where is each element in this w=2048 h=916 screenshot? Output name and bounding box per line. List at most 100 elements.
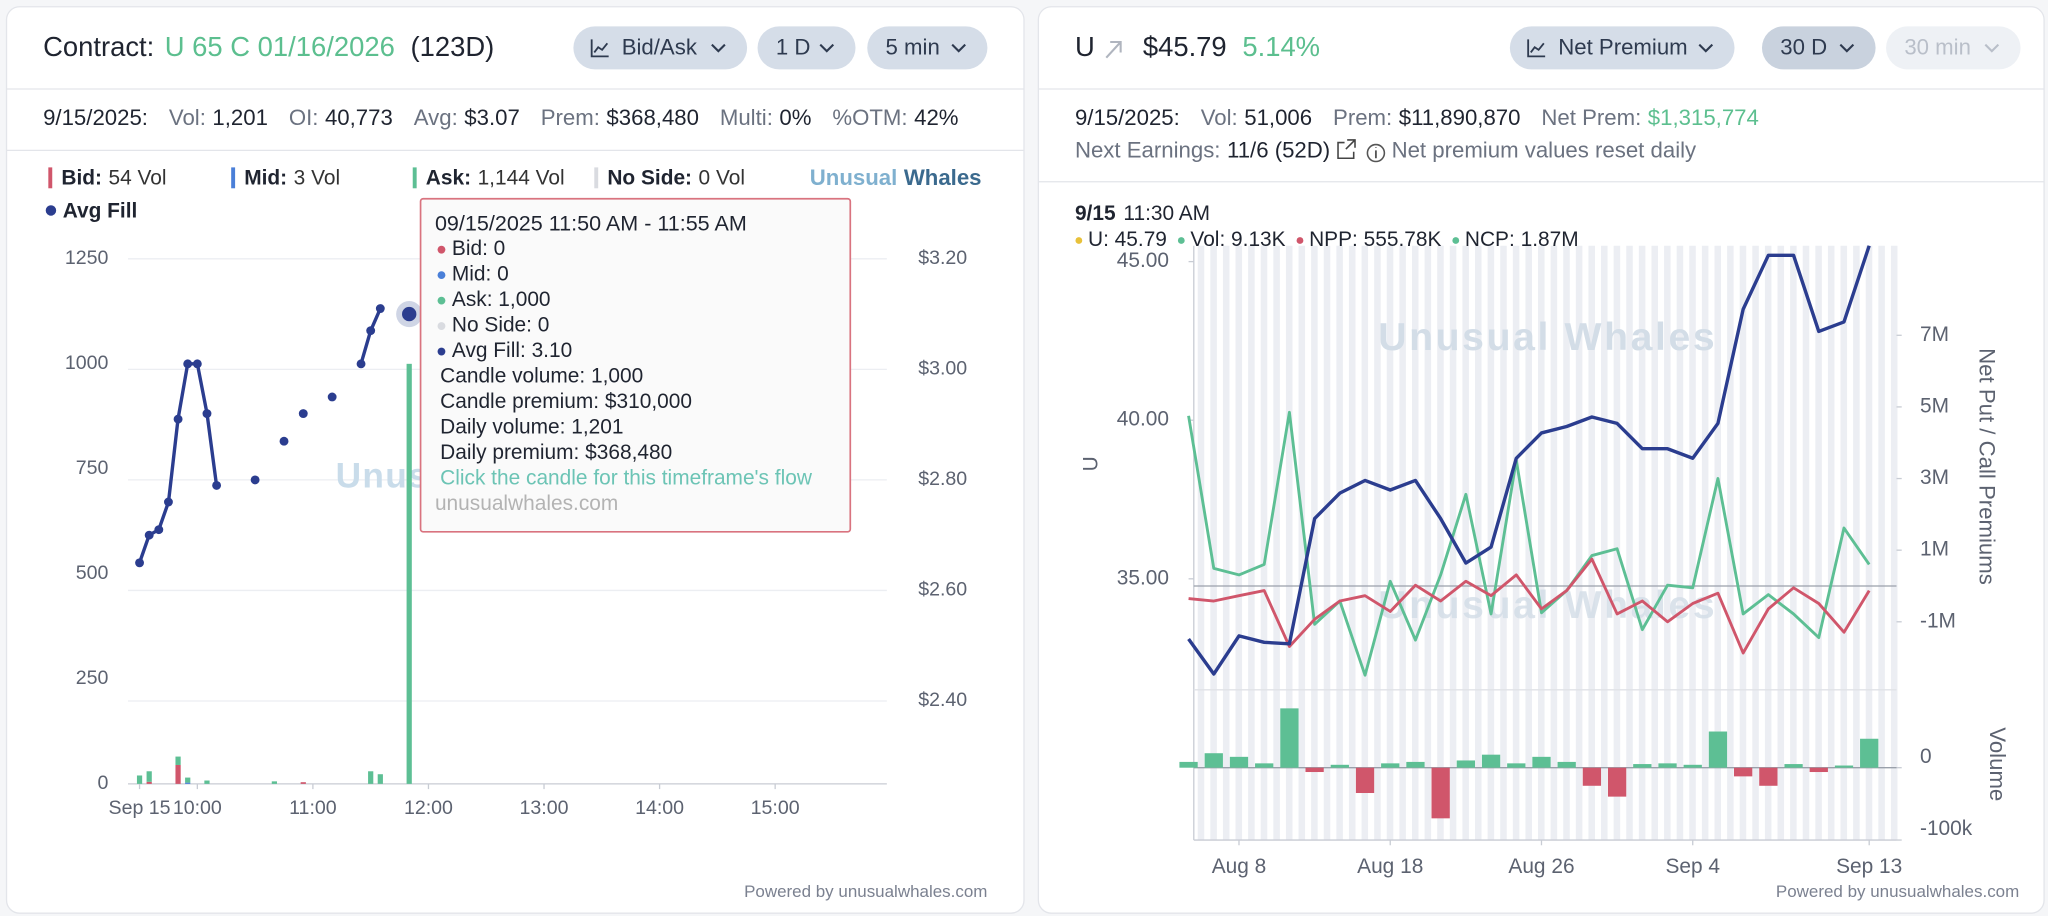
session-stripe: [1550, 245, 1558, 841]
tooltip-dot: [437, 271, 446, 280]
hover-dot: [1296, 237, 1304, 244]
volume-bar: [175, 764, 181, 784]
stat-value: 1,201: [212, 105, 268, 130]
volume-bar: [1381, 763, 1400, 768]
stat-value: $368,480: [606, 105, 699, 130]
y-tick-label: 40.00: [1117, 408, 1169, 431]
contract-dte: (123D): [411, 31, 495, 62]
session-stripe: [1311, 245, 1318, 841]
brand: Unusual: [810, 165, 898, 190]
volume-bar: [1431, 767, 1450, 819]
avg-fill-point: [366, 326, 376, 336]
session-stripe: [1575, 245, 1583, 841]
x-tick-label: Aug 26: [1508, 855, 1574, 878]
session-stripe: [1878, 245, 1885, 841]
tooltip-line: Daily volume: 1,201: [440, 415, 623, 438]
volume-bar: [1204, 753, 1223, 768]
y-tick-label: 0: [98, 772, 109, 794]
price-line: [1187, 245, 1871, 676]
tooltip-link: Click the candle for this timeframe's fl…: [440, 466, 813, 489]
info-icon: [1366, 143, 1386, 163]
avg-fill-point: [298, 409, 308, 419]
contract-symbol: U 65 C 01/16/2026: [165, 31, 395, 62]
session-stripe: [1386, 245, 1394, 841]
volume-bar: [1734, 767, 1753, 777]
y2-tick-label: 1M: [1920, 538, 1949, 561]
dropdown-button[interactable]: [1761, 26, 1876, 70]
dropdown-button[interactable]: [867, 26, 988, 70]
legend-name: Bid:: [61, 167, 102, 190]
avg-fill-point: [327, 392, 337, 402]
y-tick-label: 35.00: [1117, 566, 1169, 589]
footer: Powered by unusualwhales.com: [1776, 882, 2019, 901]
contract-label: Contract:: [43, 31, 154, 62]
session-stripe: [1651, 245, 1658, 841]
session-stripe: [1815, 245, 1822, 841]
x-tick-label: 12:00: [404, 797, 453, 819]
session-stripe: [1638, 245, 1646, 841]
price: $45.79: [1143, 31, 1227, 62]
avg-fill-point: [164, 497, 173, 507]
session-stripe: [1399, 245, 1406, 841]
dropdown-button[interactable]: [573, 26, 748, 70]
session-stripe: [1348, 245, 1356, 841]
y2-tick-label: $2.80: [918, 468, 967, 490]
legend-swatch: [412, 167, 417, 189]
session-stripe: [1626, 245, 1633, 841]
legend-name: Avg Fill: [63, 199, 138, 222]
hover-item: U: 45.79: [1088, 228, 1167, 251]
dropdown-button[interactable]: [1509, 26, 1735, 70]
session-stripe: [1285, 245, 1293, 841]
chevron: [711, 43, 726, 53]
session-stripe: [1777, 245, 1785, 841]
ticker: U: [1075, 31, 1095, 62]
hover-dot: [1452, 237, 1460, 244]
hover-point: [402, 306, 417, 322]
avg-fill-point: [202, 409, 212, 419]
dropdown-button[interactable]: [1886, 26, 2021, 70]
legend-value: 3 Vol: [294, 167, 340, 190]
legend-swatch: [48, 167, 53, 189]
y2-tick-label: -1M: [1920, 609, 1956, 632]
x-tick-label: 10:00: [173, 797, 222, 819]
volume-bar: [1229, 756, 1249, 768]
trend-icon: [1105, 40, 1122, 59]
volume-bar: [1330, 764, 1349, 768]
y-tick-label: 45.00: [1117, 249, 1169, 272]
session-stripe: [1462, 245, 1469, 841]
legend-swatch: [45, 205, 57, 216]
volume-bar: [1507, 763, 1526, 768]
tooltip-line: Avg Fill: 3.10: [452, 339, 572, 362]
chart-icon: [1527, 39, 1546, 58]
y2-tick-label: $2.40: [918, 689, 967, 711]
dropdown-button[interactable]: [757, 26, 856, 70]
y2-tick-label: $2.60: [918, 579, 967, 601]
stat-label: OI:: [289, 105, 319, 130]
tooltip: [419, 197, 852, 533]
tooltip-line: Candle volume: 1,000: [440, 365, 643, 388]
avg-fill-point: [135, 558, 144, 568]
session-stripe: [1865, 245, 1873, 841]
volume-bar: [1305, 767, 1324, 773]
session-stripe: [1714, 245, 1722, 841]
avg-fill-point: [144, 530, 154, 540]
x-tick-label: 14:00: [635, 797, 684, 819]
session-stripe: [1437, 245, 1444, 841]
tooltip-dot: [437, 322, 446, 330]
y2-tick-label: 5M: [1920, 394, 1949, 417]
volume-bar: [1607, 767, 1627, 797]
session-stripe: [1613, 245, 1621, 841]
tooltip-line: Ask: 1,000: [452, 288, 551, 311]
chevron: [1698, 43, 1714, 53]
chevron: [819, 43, 835, 53]
session-stripe: [1424, 245, 1432, 841]
tooltip-line: Bid: 0: [452, 237, 505, 260]
volume-bar: [175, 756, 181, 765]
hover-item: NPP: 555.78K: [1309, 228, 1441, 251]
stat-value: $3.07: [464, 105, 520, 130]
premium-note: Net premium values reset daily: [1392, 138, 1697, 163]
external-link-icon[interactable]: [1337, 139, 1356, 160]
tooltip-line: Candle premium: $310,000: [440, 390, 692, 413]
session-stripe: [1248, 245, 1255, 841]
